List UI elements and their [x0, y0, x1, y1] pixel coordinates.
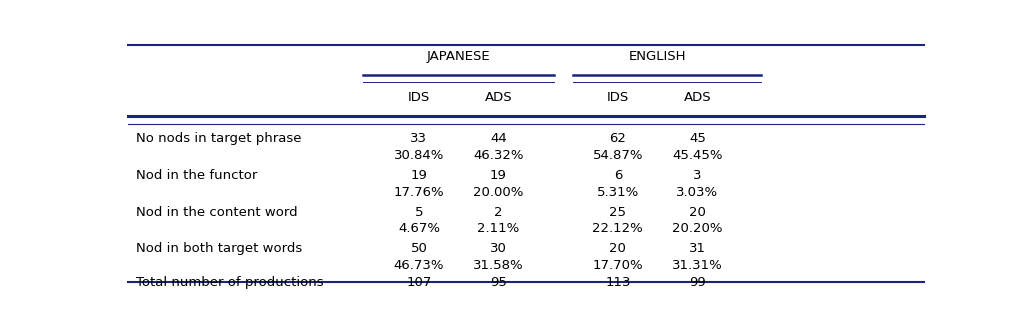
Text: 17.76%: 17.76%: [393, 186, 445, 199]
Text: 19: 19: [490, 169, 507, 182]
Text: 6: 6: [614, 169, 622, 182]
Text: 2.11%: 2.11%: [478, 222, 520, 235]
Text: 20: 20: [689, 205, 706, 218]
Text: 44: 44: [490, 132, 507, 145]
Text: Nod in the content word: Nod in the content word: [137, 205, 298, 218]
Text: 22.12%: 22.12%: [593, 222, 643, 235]
Text: 20: 20: [609, 242, 626, 255]
Text: 3: 3: [693, 169, 701, 182]
Text: IDS: IDS: [408, 91, 430, 104]
Text: 46.32%: 46.32%: [473, 149, 524, 162]
Text: ADS: ADS: [485, 91, 512, 104]
Text: 17.70%: 17.70%: [593, 259, 643, 272]
Text: 5.31%: 5.31%: [597, 186, 639, 199]
Text: IDS: IDS: [607, 91, 629, 104]
Text: JAPANESE: JAPANESE: [427, 50, 491, 63]
Text: 33: 33: [411, 132, 427, 145]
Text: No nods in target phrase: No nods in target phrase: [137, 132, 302, 145]
Text: 46.73%: 46.73%: [393, 259, 444, 272]
Text: 30.84%: 30.84%: [393, 149, 444, 162]
Text: 2: 2: [494, 205, 503, 218]
Text: 107: 107: [407, 276, 431, 289]
Text: 31: 31: [689, 242, 706, 255]
Text: Total number of productions: Total number of productions: [137, 276, 324, 289]
Text: 45.45%: 45.45%: [673, 149, 723, 162]
Text: 20.00%: 20.00%: [473, 186, 524, 199]
Text: ADS: ADS: [684, 91, 712, 104]
Text: 31.31%: 31.31%: [672, 259, 723, 272]
Text: ENGLISH: ENGLISH: [629, 50, 686, 63]
Text: 4.67%: 4.67%: [397, 222, 440, 235]
Text: 30: 30: [490, 242, 507, 255]
Text: Nod in the functor: Nod in the functor: [137, 169, 258, 182]
Text: 3.03%: 3.03%: [677, 186, 719, 199]
Text: 54.87%: 54.87%: [593, 149, 643, 162]
Text: 20.20%: 20.20%: [673, 222, 723, 235]
Text: 95: 95: [490, 276, 507, 289]
Text: 113: 113: [605, 276, 631, 289]
Text: 19: 19: [411, 169, 427, 182]
Text: 25: 25: [609, 205, 626, 218]
Text: 99: 99: [689, 276, 706, 289]
Text: 5: 5: [415, 205, 423, 218]
Text: 62: 62: [609, 132, 626, 145]
Text: 31.58%: 31.58%: [473, 259, 524, 272]
Text: 45: 45: [689, 132, 706, 145]
Text: Nod in both target words: Nod in both target words: [137, 242, 303, 255]
Text: 50: 50: [411, 242, 427, 255]
